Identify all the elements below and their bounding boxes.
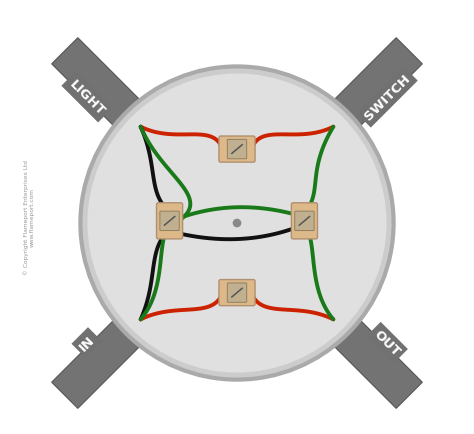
Circle shape (81, 67, 393, 380)
FancyBboxPatch shape (219, 137, 255, 163)
FancyBboxPatch shape (156, 203, 182, 240)
Text: OUT: OUT (372, 327, 403, 358)
FancyBboxPatch shape (292, 203, 318, 240)
FancyBboxPatch shape (228, 283, 246, 302)
Text: LIGHT: LIGHT (66, 77, 107, 118)
FancyBboxPatch shape (295, 212, 314, 231)
Circle shape (87, 74, 387, 373)
FancyBboxPatch shape (228, 140, 246, 159)
Polygon shape (52, 318, 142, 408)
FancyBboxPatch shape (219, 280, 255, 306)
Text: SWITCH: SWITCH (362, 72, 412, 123)
Circle shape (233, 219, 241, 228)
Polygon shape (332, 39, 422, 129)
Text: © Copyright Flameport Enterprises Ltd
www.flameport.com: © Copyright Flameport Enterprises Ltd ww… (23, 160, 35, 274)
Polygon shape (52, 39, 142, 129)
Polygon shape (332, 318, 422, 408)
Text: IN: IN (77, 332, 97, 353)
FancyBboxPatch shape (160, 212, 179, 231)
